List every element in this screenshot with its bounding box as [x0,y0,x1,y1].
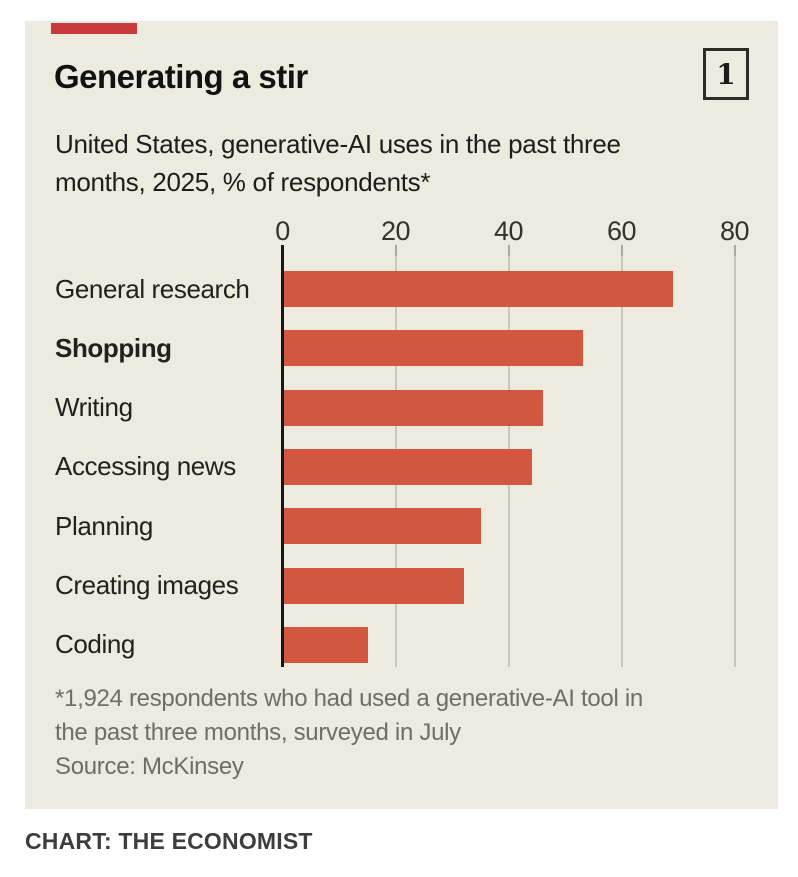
chart-title: Generating a stir [54,58,308,95]
bar-shopping [283,330,583,367]
bar-general-research [283,271,674,307]
economist-red-tab [51,23,137,34]
chart-subtitle: United States, generative-AI uses in the… [55,129,621,197]
chart-credit: CHART: THE ECONOMIST [25,828,313,854]
x-tick-mark [733,245,736,256]
gridline [620,256,623,667]
bar-accessing-news [283,448,533,485]
bar-writing [283,389,544,426]
chart-number: 1 [716,57,736,91]
x-tick-label: 40 [493,216,524,246]
footnote-block: *1,924 respondents who had used a genera… [55,682,645,784]
source-text: Source: McKinsey [55,753,244,780]
category-label: Accessing news [55,451,236,482]
category-label: Planning [55,510,153,541]
x-tick-label: 0 [275,216,290,246]
footnote-text: *1,924 respondents who had used a genera… [55,685,643,746]
x-tick-label: 80 [719,216,750,246]
category-label: General research [55,273,250,304]
chart: 0 20 40 60 80 General research Shopping Writing… [25,216,778,668]
x-tick-label: 20 [380,216,411,246]
category-label: Coding [55,629,135,660]
x-tick-mark [507,245,510,256]
bar-creating-images [283,567,465,604]
x-tick-mark [620,245,623,256]
bar-coding [283,626,369,663]
category-label: Writing [55,392,133,423]
chart-card: Generating a stir 1 United States, gener… [25,21,778,809]
category-label: Shopping [55,332,172,363]
chart-number-badge: 1 [703,48,749,100]
x-tick-mark [394,245,397,256]
bar-planning [283,508,482,545]
gridline [733,256,736,667]
y-axis-line [280,245,284,667]
category-label: Creating images [55,570,239,601]
x-tick-label: 60 [606,216,637,246]
